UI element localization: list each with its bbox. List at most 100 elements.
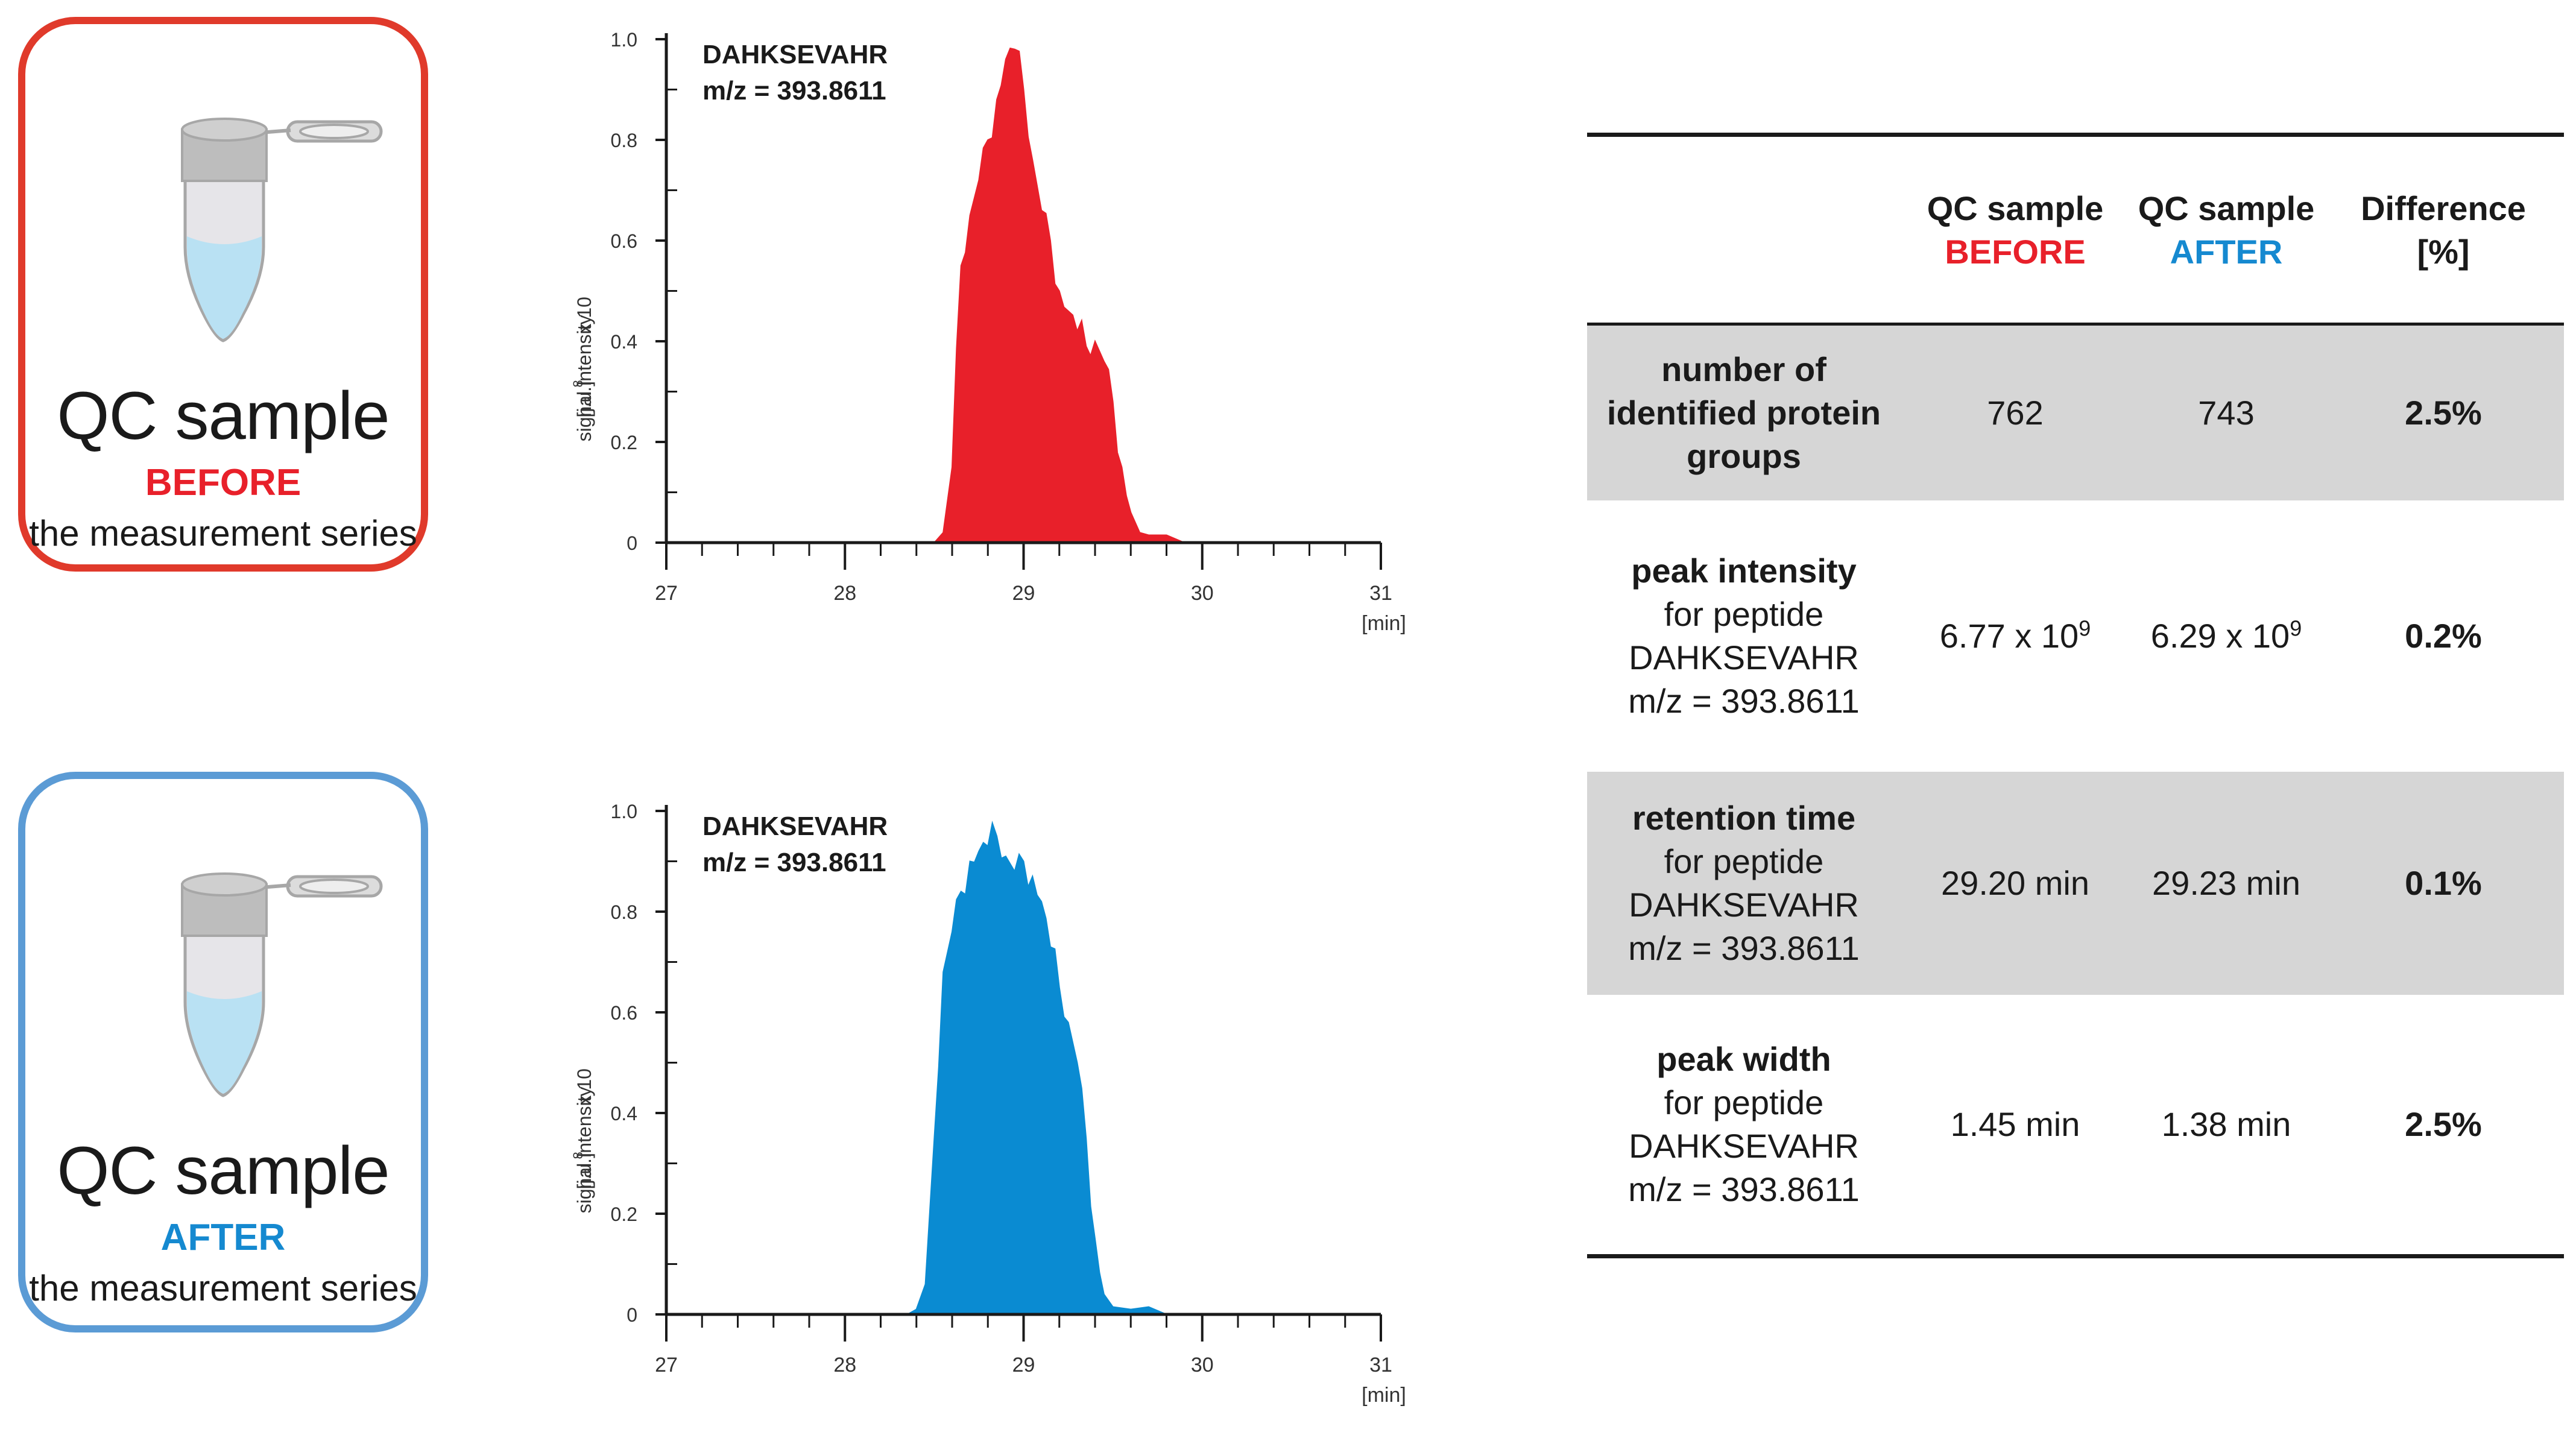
microcentrifuge-tube-icon: [181, 118, 383, 342]
row-label-line: DAHKSEVAHR: [1629, 1127, 1859, 1165]
header-after-line2: AFTER: [2170, 233, 2283, 271]
x-tick-label: 28: [833, 582, 856, 605]
x-unit-label: [min]: [1362, 612, 1406, 635]
value-after: 29.23 min: [2152, 864, 2300, 902]
value-after: 1.38 min: [2161, 1105, 2291, 1143]
table-header-row: QC sample BEFORE QC sample AFTER Differe…: [1587, 137, 2564, 324]
table-bottom-rule: [1587, 1254, 2564, 1258]
row-label: peak intensity for peptide DAHKSEVAHR m/…: [1587, 500, 1901, 772]
table-top-rule: [1587, 133, 2564, 137]
y-axis-label: signal intensity: [573, 1087, 595, 1214]
row-label-line: groups: [1687, 437, 1801, 475]
chromatogram-peak-area: [666, 47, 1381, 543]
value-after: 6.29 x 109: [2130, 500, 2323, 772]
card-subtitle: the measurement series: [29, 1268, 417, 1308]
value-difference: 2.5%: [2405, 394, 2482, 432]
y-axis-unit: [j.u.]: [573, 1153, 595, 1189]
card-tag-after: AFTER: [160, 1217, 286, 1258]
card-title: QC sample: [57, 1133, 390, 1208]
x-tick-label: 28: [833, 1354, 856, 1377]
y-tick-label: 1.0: [611, 801, 637, 822]
y-tick-label: 0.8: [611, 130, 637, 151]
y-axis-exponent: 8: [570, 380, 586, 387]
qc-before-card: QC sample BEFORE the measurement series: [18, 17, 428, 572]
value-difference: 2.5%: [2405, 1105, 2482, 1143]
chromatogram-before-svg: 0 0.2 0.4 0.6 0.8 1.0 27 28 29 30 31 [min] signal in…: [570, 29, 1406, 635]
header-diff-line2: [%]: [2417, 233, 2470, 271]
row-label-line: for peptide: [1664, 595, 1824, 633]
value-exponent: 9: [2079, 616, 2091, 641]
y-tick-label: 0.4: [611, 331, 637, 353]
peptide-annotation: DAHKSEVAHR: [702, 812, 888, 841]
microcentrifuge-tube-icon: [181, 872, 383, 1097]
x-tick-label: 29: [1012, 1354, 1035, 1377]
value-base: 6.29 x 10: [2150, 617, 2290, 655]
x-tick-label: 30: [1191, 582, 1214, 605]
value-exponent: 9: [2290, 616, 2302, 641]
row-label-line: m/z = 393.8611: [1628, 1170, 1860, 1208]
header-before-line2: BEFORE: [1945, 233, 2086, 271]
y-tick-label: 0.2: [611, 432, 637, 453]
value-before: 29.20 min: [1941, 864, 2089, 902]
y-tick-label: 0.2: [611, 1203, 637, 1225]
row-label: retention time for peptide DAHKSEVAHR m/…: [1587, 772, 1901, 995]
value-after: 743: [2198, 394, 2255, 432]
value-difference: 0.1%: [2405, 864, 2482, 902]
y-tick-label: 0: [627, 532, 637, 554]
value-before: 1.45 min: [1950, 1105, 2080, 1143]
card-title: QC sample: [57, 378, 390, 453]
table-row: peak intensity for peptide DAHKSEVAHR m/…: [1587, 500, 2564, 772]
x-tick-label: 31: [1369, 582, 1392, 605]
y-tick-label: 0.4: [611, 1103, 637, 1124]
header-rule: [1587, 323, 2564, 326]
y-axis-scale: x 10: [573, 1068, 595, 1105]
row-label-line: peak intensity: [1631, 552, 1857, 590]
card-tag-before: BEFORE: [145, 462, 301, 503]
y-tick-label: 0.8: [611, 901, 637, 923]
row-label: peak width for peptide DAHKSEVAHR m/z = …: [1587, 995, 1901, 1254]
header-after-line1: QC sample: [2138, 189, 2315, 227]
row-label-line: for peptide: [1664, 842, 1824, 880]
header-diff-line1: Difference: [2361, 189, 2526, 227]
y-tick-label: 0.6: [611, 1002, 637, 1024]
y-tick-label: 0: [627, 1304, 637, 1326]
card-subtitle: the measurement series: [29, 513, 417, 553]
qc-after-card: QC sample AFTER the measurement series: [18, 772, 428, 1332]
table-row: peak width for peptide DAHKSEVAHR m/z = …: [1587, 995, 2564, 1254]
x-tick-label: 30: [1191, 1354, 1214, 1377]
row-label-line: for peptide: [1664, 1083, 1824, 1121]
mz-annotation: m/z = 393.8611: [702, 848, 886, 877]
y-tick-label: 0.6: [611, 230, 637, 252]
row-label-line: peak width: [1656, 1040, 1831, 1078]
table-row: retention time for peptide DAHKSEVAHR m/…: [1587, 772, 2564, 995]
chromatogram-after-svg: 0 0.2 0.4 0.6 0.8 1.0 27 28 29 30 31 [min] signal in…: [570, 801, 1406, 1407]
value-difference: 0.2%: [2405, 617, 2482, 655]
chromatogram-after: 0 0.2 0.4 0.6 0.8 1.0 27 28 29 30 31 [min] signal in…: [531, 784, 1435, 1435]
row-label-line: number of: [1661, 350, 1826, 388]
chromatogram-before: 0 0.2 0.4 0.6 0.8 1.0 27 28 29 30 31 [min] signal in…: [531, 12, 1435, 663]
chromatogram-peak-area: [666, 821, 1381, 1315]
row-label-line: m/z = 393.8611: [1628, 929, 1860, 967]
table-row: number of identified protein groups 762 …: [1587, 326, 2564, 500]
y-axis-exponent: 8: [570, 1152, 586, 1159]
x-tick-label: 27: [655, 582, 678, 605]
header-after: QC sample AFTER: [2130, 137, 2323, 324]
peptide-annotation: DAHKSEVAHR: [702, 40, 888, 69]
row-label-line: DAHKSEVAHR: [1629, 639, 1859, 676]
x-tick-label: 27: [655, 1354, 678, 1377]
header-before: QC sample BEFORE: [1925, 137, 2106, 324]
x-tick-label: 31: [1369, 1354, 1392, 1377]
y-tick-label: 1.0: [611, 29, 637, 51]
value-before: 762: [1987, 394, 2044, 432]
row-label-line: identified protein: [1606, 394, 1881, 432]
x-tick-label: 29: [1012, 582, 1035, 605]
header-difference: Difference [%]: [2353, 137, 2534, 324]
row-label-line: DAHKSEVAHR: [1629, 886, 1859, 924]
row-label-line: retention time: [1632, 799, 1856, 837]
row-label-line: m/z = 393.8611: [1628, 682, 1860, 720]
header-before-line1: QC sample: [1927, 189, 2104, 227]
y-axis-scale: x 10: [573, 297, 595, 333]
row-label: number of identified protein groups: [1587, 326, 1901, 500]
value-base: 6.77 x 10: [1939, 617, 2079, 655]
y-axis-unit: [j.u.]: [573, 381, 595, 417]
